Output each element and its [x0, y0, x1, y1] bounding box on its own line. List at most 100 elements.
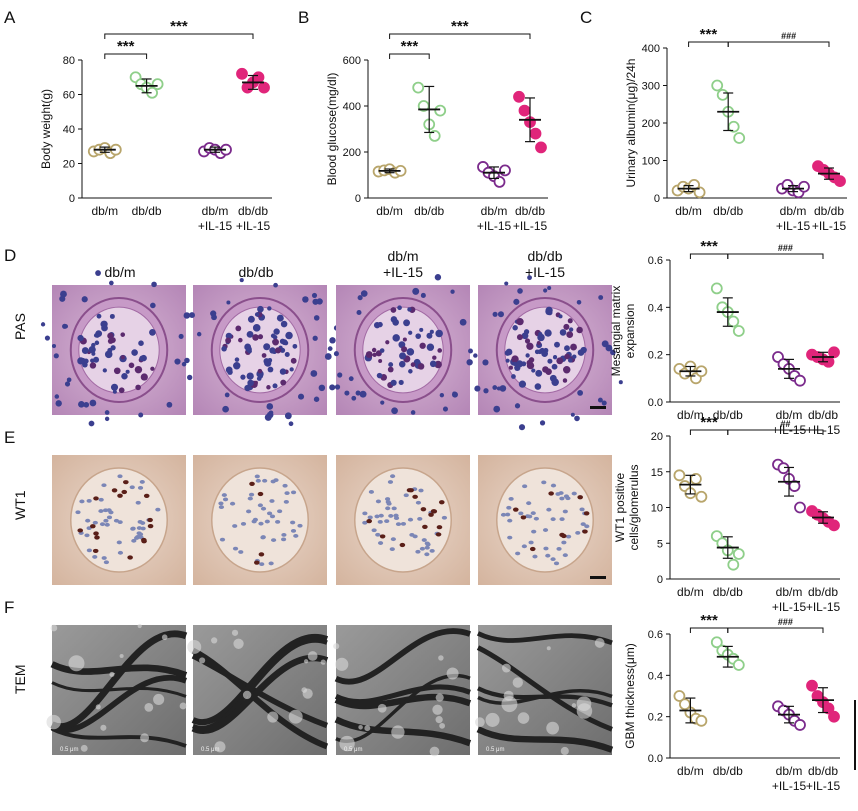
tubule-nucleus	[601, 400, 607, 406]
tubule-nucleus	[420, 292, 426, 298]
nucleus	[508, 496, 514, 501]
column-header-line2: +IL-15	[524, 264, 566, 280]
wt1-positive-nucleus	[548, 491, 554, 496]
wt1-positive-nucleus	[512, 507, 519, 512]
nucleus	[290, 357, 297, 364]
nucleus	[505, 358, 510, 363]
nucleus	[565, 534, 572, 539]
nucleus	[120, 332, 126, 337]
tubule-nucleus	[482, 359, 489, 366]
data-point	[732, 659, 745, 671]
nucleus	[564, 345, 570, 352]
x-tick-label: db/m	[776, 585, 803, 599]
wt1-positive-nucleus	[111, 488, 118, 493]
wt1-positive-nucleus	[583, 511, 590, 516]
nucleus	[77, 334, 84, 342]
tubule-nucleus	[210, 310, 217, 317]
nucleus	[550, 483, 557, 488]
tubule-nucleus	[302, 296, 309, 303]
y-tick-label: 200	[343, 147, 361, 159]
vesicle	[435, 716, 443, 724]
scale-bar	[590, 576, 606, 579]
vesicle	[50, 624, 58, 632]
nucleus	[554, 341, 560, 348]
nucleus	[518, 511, 524, 516]
significance-label: ###	[778, 617, 793, 627]
vesicle	[137, 623, 142, 629]
tubule-nucleus	[466, 359, 473, 366]
nucleus	[134, 365, 143, 374]
nucleus	[101, 556, 107, 560]
vesicle	[100, 724, 107, 731]
vesicle	[501, 696, 518, 713]
vesicle	[503, 690, 514, 701]
nucleus	[429, 360, 437, 368]
nucleus	[83, 358, 89, 364]
tubule-nucleus	[439, 393, 445, 398]
nucleus	[121, 373, 128, 380]
tubule-nucleus	[493, 405, 501, 413]
data-point	[499, 164, 511, 177]
nucleus	[275, 347, 282, 354]
nucleus	[395, 522, 402, 527]
nucleus	[550, 557, 556, 562]
tubule-nucleus	[239, 277, 244, 283]
vesicle	[214, 741, 226, 753]
pas-micrograph	[327, 274, 488, 415]
tubule-nucleus	[183, 312, 191, 319]
vesicle	[358, 725, 363, 730]
tubule-nucleus	[547, 286, 552, 291]
tubule-nucleus	[60, 290, 67, 298]
nucleus	[580, 522, 586, 527]
nucleus	[255, 478, 261, 483]
data-point	[236, 67, 248, 80]
nucleus	[155, 507, 161, 512]
y-tick-label: 0.6	[648, 629, 663, 641]
nucleus	[112, 389, 117, 394]
vesicle	[80, 744, 88, 752]
nucleus	[558, 491, 564, 495]
x-tick-label: db/m	[677, 764, 704, 778]
nucleus	[281, 533, 287, 537]
data-point	[777, 462, 790, 475]
nucleus	[247, 315, 255, 323]
tubule-nucleus	[459, 318, 467, 326]
basement-membrane	[334, 684, 471, 705]
tubule-nucleus	[539, 420, 546, 426]
scale-bar-label: 0.5 μm	[60, 747, 78, 753]
tubule-nucleus	[610, 349, 616, 356]
chart-f: 0.0 0.2 0.4 0.6 GBM thickness(μm) db/m db/db db…	[623, 612, 841, 793]
tubule-nucleus	[513, 298, 520, 305]
significance-bracket	[389, 33, 531, 39]
nucleus	[248, 492, 255, 497]
tubule-nucleus	[324, 353, 332, 360]
data-point	[794, 374, 806, 387]
vesicle	[242, 690, 252, 700]
tubule-nucleus	[497, 311, 504, 318]
nucleus	[260, 506, 267, 511]
tubule-nucleus	[499, 385, 507, 392]
nucleus	[412, 534, 418, 539]
nucleus	[389, 547, 395, 552]
y-tick-label: 0	[69, 193, 75, 205]
nucleus	[417, 516, 423, 521]
nucleus	[254, 474, 260, 479]
y-tick-label: 40	[63, 124, 75, 136]
vesicle	[501, 663, 511, 673]
scale-bar-label: 0.5 μm	[486, 747, 504, 753]
data-point	[828, 519, 840, 532]
data-point	[727, 558, 740, 571]
x-tick-label: db/db	[808, 408, 838, 422]
nucleus	[270, 333, 276, 339]
nucleus	[257, 503, 263, 508]
nucleus	[378, 358, 383, 364]
vesicle	[140, 733, 150, 743]
tubule-nucleus	[360, 290, 368, 297]
nucleus	[526, 501, 532, 506]
nucleus	[374, 514, 380, 519]
nucleus	[221, 346, 227, 352]
nucleus	[129, 485, 135, 490]
column-header-db-m: db/m	[60, 264, 180, 280]
nucleus	[553, 561, 560, 566]
